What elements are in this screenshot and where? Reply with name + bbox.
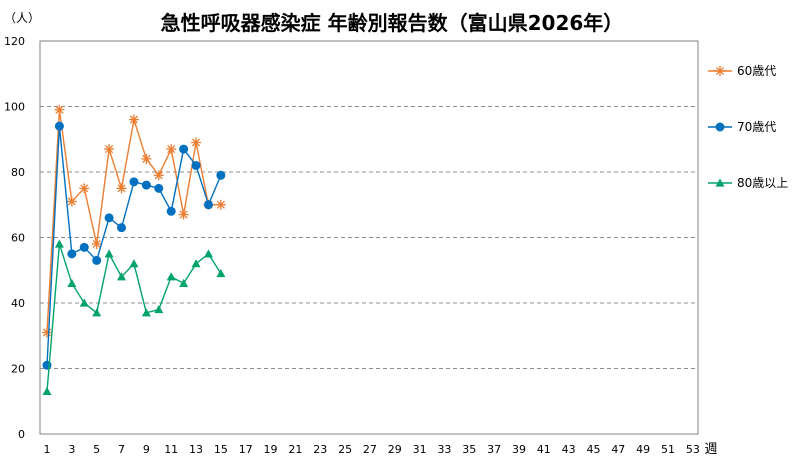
legend: 60歳代 70歳代 80歳以上 [708,64,788,190]
legend-marker [715,122,725,132]
legend-label: 60歳代 [737,64,776,78]
data-point-series-3 [67,278,77,287]
data-point-series-1 [91,239,102,250]
data-point-series-2 [117,223,127,233]
data-point-series-3 [129,259,139,268]
x-tick-label: 25 [338,443,352,456]
data-point-series-3 [92,308,102,317]
x-tick-label: 49 [636,443,650,456]
data-point-series-2 [79,242,89,252]
data-point-series-2 [67,249,77,259]
data-point-series-2 [104,213,114,223]
data-point-series-3 [104,249,114,258]
x-tick-label: 3 [68,443,75,456]
data-point-series-1 [191,137,202,148]
x-tick-label: 9 [143,443,150,456]
x-tick-label: 41 [537,443,551,456]
data-point-series-2 [216,170,226,180]
y-tick-label: 60 [11,232,25,245]
legend-item: 60歳代 [708,64,776,78]
data-point-series-3 [154,305,164,314]
x-tick-label: 47 [611,443,625,456]
x-tick-label: 1 [44,443,51,456]
x-tick-label: 17 [239,443,253,456]
x-tick-label: 35 [462,443,476,456]
y-tick-label: 40 [11,297,25,310]
y-axis-unit-label: （人） [4,11,40,25]
legend-item: 80歳以上 [708,176,788,190]
x-tick-label: 19 [264,443,278,456]
data-point-series-1 [116,183,127,194]
x-tick-label: 29 [388,443,402,456]
data-point-series-1 [104,144,115,155]
data-point-series-1 [42,327,52,338]
x-tick-label: 23 [313,443,327,456]
legend-item: 70歳代 [708,120,776,134]
data-point-series-2 [179,144,189,154]
data-point-series-2 [141,180,151,190]
data-point-series-3 [117,272,127,281]
x-tick-label: 15 [214,443,228,456]
x-tick-label: 5 [93,443,100,456]
chart-title: 急性呼吸器感染症 年齢別報告数（富山県2026年） [161,11,624,35]
data-point-series-2 [54,121,64,131]
data-point-series-1 [79,183,90,194]
x-axis-label: 週 [704,442,717,457]
data-point-series-3 [166,272,176,281]
data-point-series-1 [166,144,177,155]
x-tick-label: 31 [413,443,427,456]
x-tick-label: 51 [661,443,675,456]
data-point-series-3 [42,386,52,396]
legend-label: 80歳以上 [737,176,788,190]
legend-marker [715,66,725,76]
data-point-series-3 [179,278,189,287]
data-point-series-1 [54,104,65,115]
data-point-series-1 [141,153,152,164]
x-tick-label: 13 [189,443,203,456]
legend-label: 70歳代 [737,120,776,134]
data-point-series-1 [153,170,164,181]
data-point-series-2 [92,255,102,265]
data-point-series-1 [215,199,226,210]
y-tick-label: 100 [4,101,25,114]
data-point-series-3 [216,269,226,278]
data-point-series-3 [203,249,213,258]
y-tick-label: 120 [4,35,25,48]
x-tick-label: 11 [164,443,178,456]
x-tick-label: 53 [686,443,700,456]
legend-marker [715,178,725,187]
data-point-series-3 [79,298,89,307]
data-point-series-3 [54,239,64,248]
x-tick-label: 39 [512,443,526,456]
data-point-series-2 [203,200,213,210]
y-tick-label: 0 [18,428,25,441]
data-point-series-2 [166,206,176,216]
data-point-series-1 [66,196,77,207]
x-tick-label: 37 [487,443,501,456]
data-point-series-1 [178,209,189,220]
data-point-series-3 [191,259,201,268]
x-tick-label: 43 [562,443,576,456]
data-point-series-3 [141,308,151,317]
data-point-series-2 [191,160,201,170]
y-tick-label: 20 [11,363,25,376]
data-point-series-2 [154,183,164,193]
y-tick-label: 80 [11,166,25,179]
data-point-series-2 [129,177,139,187]
x-tick-label: 21 [288,443,302,456]
data-point-series-1 [128,114,139,125]
x-tick-label: 33 [437,443,451,456]
x-tick-label: 7 [118,443,125,456]
x-tick-label: 27 [363,443,377,456]
x-tick-label: 45 [586,443,600,456]
